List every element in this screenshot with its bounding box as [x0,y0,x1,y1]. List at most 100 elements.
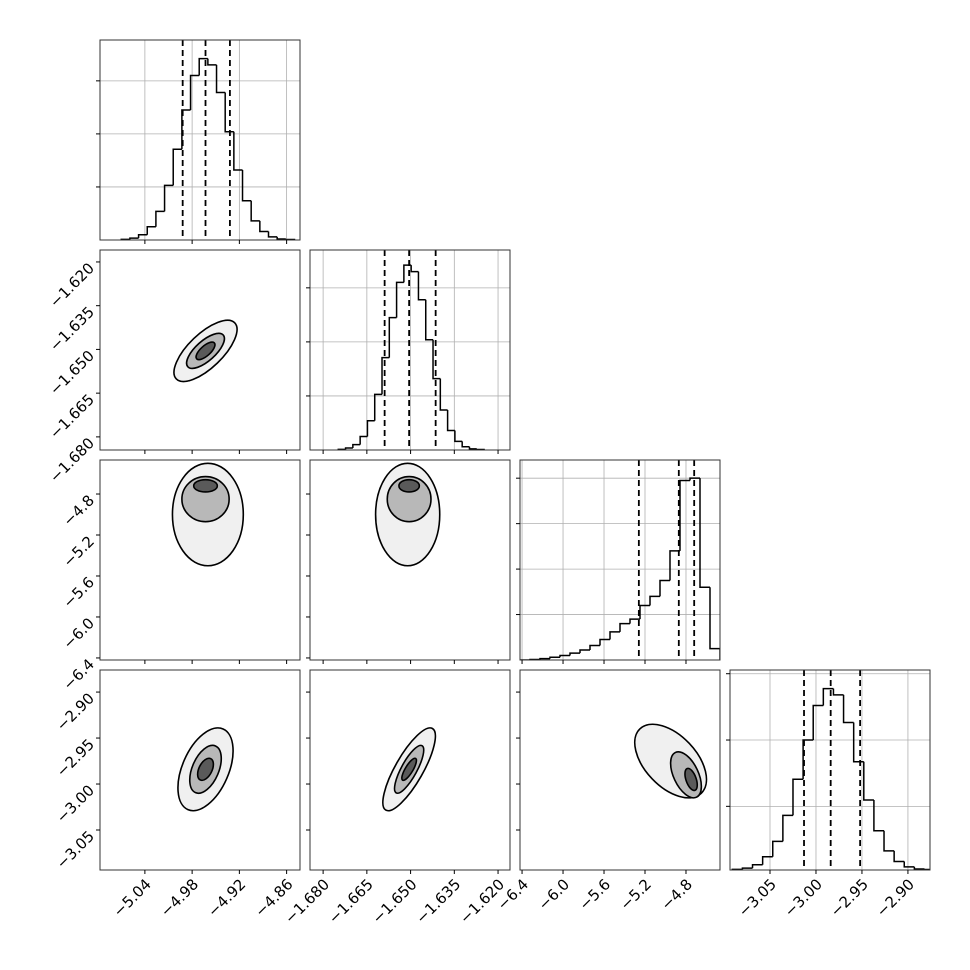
histogram-step [569,652,580,656]
histogram-step [468,446,477,450]
panel [374,462,441,567]
histogram-step [751,863,763,869]
histogram-step [741,867,753,870]
x-tick-label: −4.98 [157,875,202,920]
histogram-step [842,694,854,724]
contour [196,757,215,782]
histogram-step [689,477,700,481]
panel-frame [309,249,511,451]
histogram-step [267,231,278,238]
histogram-step [259,220,269,233]
x-tick-label: −5.2 [617,875,655,913]
histogram-step [659,579,670,597]
x-tick-label: −6.0 [535,875,573,913]
x-tick-label: −2.90 [873,875,918,920]
histogram-step [913,866,925,870]
histogram-step [233,131,243,171]
x-tick-label: −1.665 [325,875,377,927]
histogram-step [395,281,404,318]
histogram-step [189,74,200,111]
histogram-step [403,264,412,283]
histogram-step [589,644,600,650]
y-tick-label: −3.00 [53,781,98,826]
histogram-step [366,420,375,437]
histogram-step [454,430,463,443]
histogram-step [559,654,570,658]
histogram-step [539,657,550,660]
histogram-step [344,447,353,450]
histogram-step [812,704,824,741]
panel [171,462,245,567]
histogram-step [873,799,885,832]
y-tick-label: −5.6 [60,573,98,611]
panel-frame [309,669,511,871]
contour [192,478,219,493]
histogram-step [639,604,650,620]
x-tick-label: −2.95 [827,875,872,920]
histogram-step [424,299,434,341]
histogram-step [207,58,217,66]
contour [398,478,421,493]
histogram-step [417,271,426,301]
histogram-step [883,830,895,852]
histogram-step [619,622,630,632]
x-tick-label: −4.8 [658,875,696,913]
histogram-step [224,92,234,133]
panel-frame [99,39,301,241]
histogram-step [352,443,361,449]
histogram-step [903,861,915,868]
y-tick-label: −2.95 [53,735,98,780]
x-tick-label: −3.00 [781,875,826,920]
y-tick-label: −2.90 [53,689,98,734]
histogram-step [129,237,139,240]
histogram-step [276,236,286,240]
contour [195,341,216,361]
histogram-step [163,184,174,212]
panel-frame [99,249,301,451]
histogram-step [679,479,690,551]
histogram-step [172,148,182,186]
panel-frame [519,669,721,871]
histogram-step [381,356,390,395]
histogram-step [373,393,383,421]
y-tick-label: −4.8 [60,491,98,529]
histogram-step [155,210,165,227]
y-tick-label: −1.680 [46,434,98,486]
panel-frame [729,669,931,871]
histogram-step [579,649,590,654]
histogram-step [439,378,448,411]
panel-frame [519,459,721,661]
contour [401,757,418,782]
histogram-step [761,855,773,865]
histogram-step [137,233,148,239]
panel-frame [99,459,301,661]
histogram-step [802,739,814,780]
histogram-step [446,410,455,432]
histogram-step [241,169,252,202]
histogram-step [410,265,419,273]
panel [177,727,234,812]
histogram-step [782,814,793,842]
histogram-step [359,435,368,445]
x-tick-label: −5.04 [110,875,155,920]
panel [100,40,300,240]
histogram-step [709,587,720,660]
histogram-step [893,850,905,863]
x-tick-label: −1.635 [412,875,464,927]
y-tick-label: −6.0 [60,614,98,652]
histogram-step [215,64,226,94]
panel-frame [309,459,511,661]
histogram-step [146,225,156,235]
histogram-step [599,638,610,646]
x-tick-label: −3.05 [735,875,780,920]
histogram-step [772,840,783,857]
y-tick-label: −1.620 [46,259,98,311]
contour [684,767,699,792]
histogram-step [669,550,680,581]
x-tick-label: −4.92 [204,875,249,920]
x-tick-label: −5.6 [576,875,614,913]
panel [310,250,510,450]
histogram-step [250,200,260,222]
histogram-step [629,618,640,624]
